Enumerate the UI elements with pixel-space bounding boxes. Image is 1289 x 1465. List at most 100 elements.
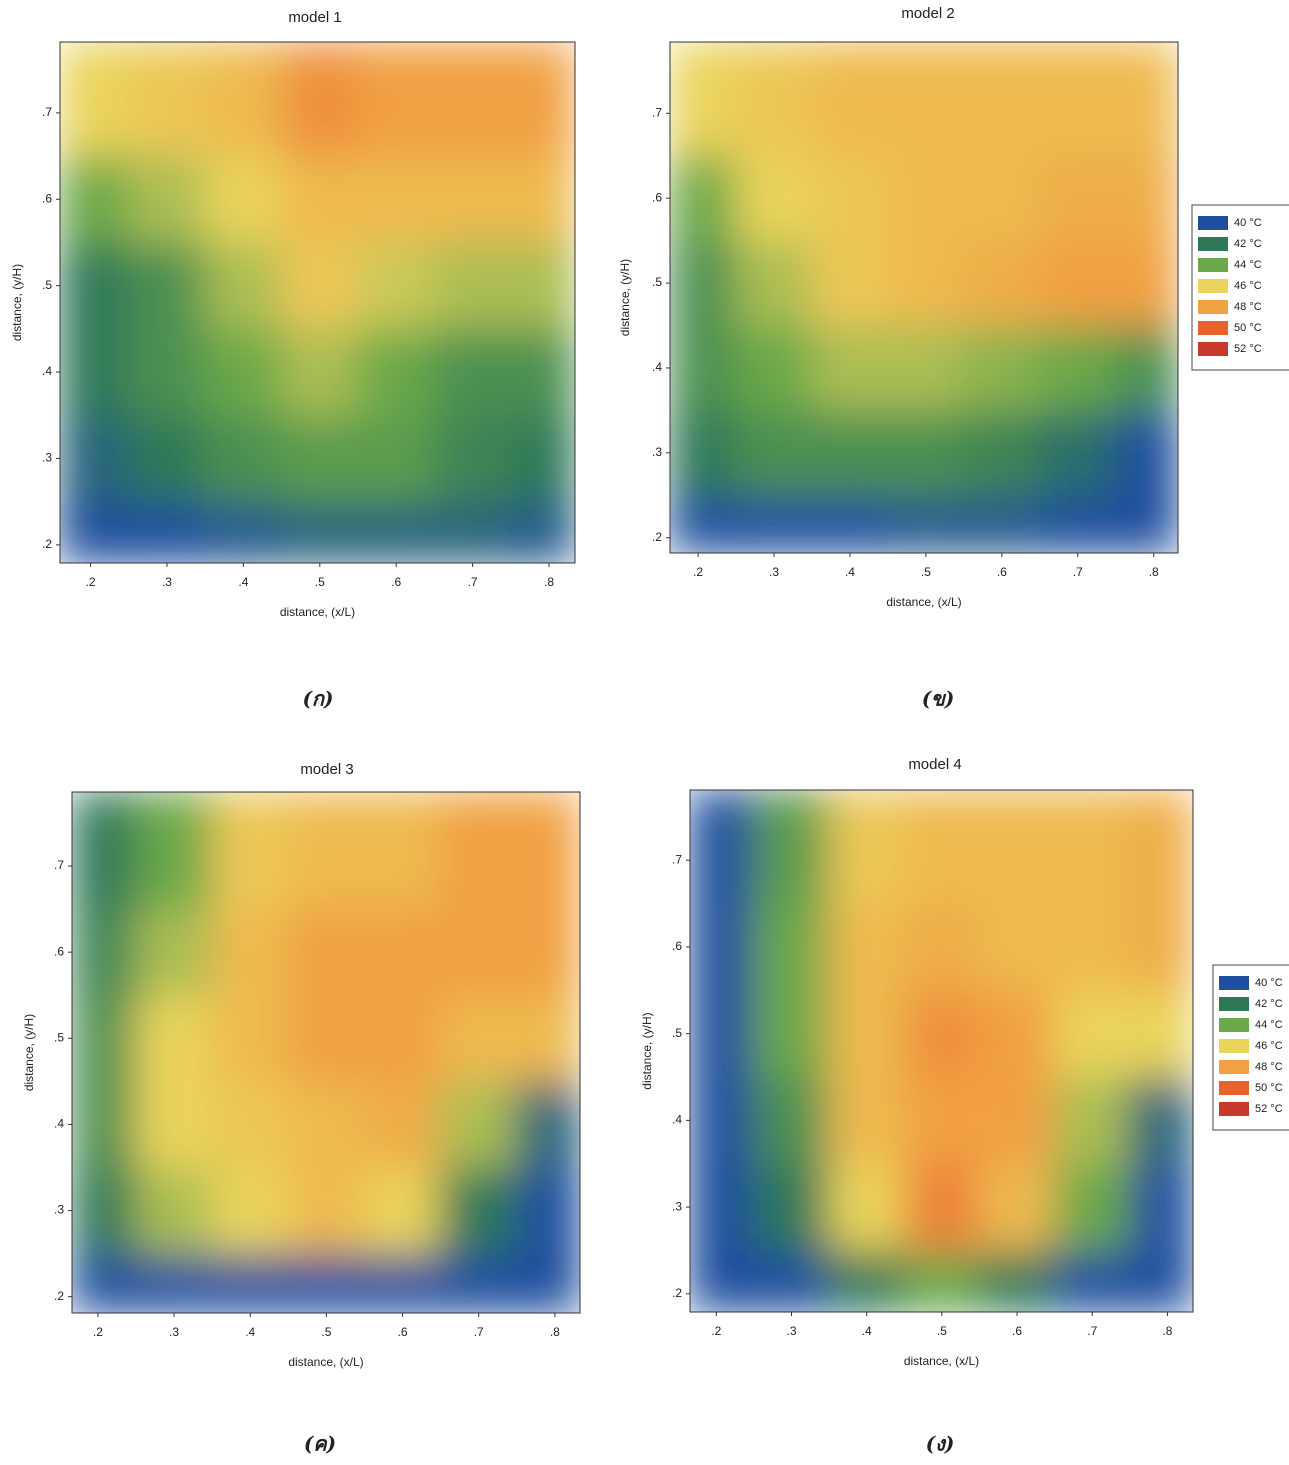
heat-cell (516, 1080, 581, 1168)
legend-label: 46 °C (1234, 280, 1262, 292)
heat-cell (433, 155, 511, 243)
y-tick-label: .3 (672, 1199, 682, 1213)
heat-cell (887, 155, 965, 242)
x-tick-label: .8 (1149, 565, 1159, 579)
heat-cell (135, 1253, 213, 1314)
heat-cell (128, 328, 206, 416)
x-tick-label: .3 (169, 1325, 179, 1339)
heat-cell (363, 1166, 441, 1254)
heat-cell (978, 1249, 1055, 1313)
heat-cell (440, 1253, 518, 1314)
y-tick-label: .6 (42, 191, 52, 205)
heat-cell (135, 908, 213, 996)
x-tick-label: .5 (315, 575, 325, 589)
x-tick-label: .8 (550, 1325, 560, 1339)
legend-swatch (1198, 342, 1228, 356)
heat-cell (357, 414, 435, 502)
heat-cell (1039, 494, 1117, 554)
heat-cell (1115, 155, 1179, 242)
x-tick-label: .3 (769, 565, 779, 579)
heat-cell (1039, 240, 1117, 327)
x-tick-label: .8 (544, 575, 554, 589)
legend-swatch (1219, 1039, 1249, 1053)
heat-cell (887, 41, 965, 157)
heat-cell (510, 241, 576, 329)
y-tick-label: .2 (652, 530, 662, 544)
legend-label: 50 °C (1234, 322, 1262, 334)
heat-cell (669, 240, 737, 327)
heat-cell (963, 41, 1041, 157)
heat-cell (128, 241, 206, 329)
y-tick-label: .5 (652, 275, 662, 289)
heat-cell (357, 41, 435, 157)
heat-cell (811, 409, 889, 496)
y-tick-label: .7 (672, 852, 682, 866)
heat-cell (516, 1253, 581, 1314)
y-tick-label: .6 (672, 939, 682, 953)
heat-cell (689, 789, 755, 905)
heat-cell (1115, 409, 1179, 496)
legend-swatch (1219, 976, 1249, 990)
heat-cell (963, 240, 1041, 327)
heat-cell (211, 908, 289, 996)
heat-cell (753, 903, 830, 992)
x-tick-label: .5 (321, 1325, 331, 1339)
heat-cell (903, 903, 980, 992)
heatmap (669, 41, 1179, 554)
heat-cell (887, 325, 965, 412)
heat-cell (669, 409, 737, 496)
x-tick-label: .5 (937, 1324, 947, 1338)
heat-cell (828, 1163, 905, 1252)
y-tick-label: .4 (42, 364, 52, 378)
heatmap (689, 789, 1194, 1313)
heatmap-cells (669, 41, 1179, 554)
heat-cell (1129, 903, 1194, 992)
heat-cell (204, 241, 282, 329)
x-tick-label: .4 (845, 565, 855, 579)
x-tick-label: .6 (1012, 1324, 1022, 1338)
legend-swatch (1198, 237, 1228, 251)
chart-title: model 4 (908, 756, 961, 773)
heat-cell (811, 494, 889, 554)
x-tick-label: .7 (474, 1325, 484, 1339)
heat-cell (1129, 1163, 1194, 1252)
heat-cell (828, 989, 905, 1078)
heat-cell (204, 41, 282, 157)
heat-cell (887, 409, 965, 496)
legend-label: 52 °C (1234, 343, 1262, 355)
heat-cell (1039, 409, 1117, 496)
heat-cell (735, 240, 813, 327)
heat-cell (433, 328, 511, 416)
heat-cell (669, 155, 737, 242)
heat-cell (903, 789, 980, 905)
legend-label: 48 °C (1234, 301, 1262, 313)
y-axis-label: distance, (y/H) (22, 1014, 36, 1091)
heat-cell (978, 789, 1055, 905)
x-axis-label: distance, (x/L) (288, 1355, 363, 1369)
heat-cell (287, 1253, 365, 1314)
y-tick-label: .7 (54, 858, 64, 872)
heat-cell (516, 791, 581, 910)
chart-title: model 2 (901, 5, 954, 22)
x-tick-label: .3 (786, 1324, 796, 1338)
y-tick-label: .2 (54, 1289, 64, 1303)
heat-cell (363, 994, 441, 1082)
caption: (ข) (922, 687, 955, 711)
x-tick-label: .3 (162, 575, 172, 589)
heat-cell (689, 903, 755, 992)
caption: (ค) (304, 1432, 336, 1456)
y-tick-label: .7 (652, 105, 662, 119)
y-tick-label: .4 (54, 1117, 64, 1131)
heat-cell (1054, 1163, 1131, 1252)
heat-cell (669, 325, 737, 412)
heat-cell (211, 994, 289, 1082)
heat-cell (811, 240, 889, 327)
heat-cell (963, 325, 1041, 412)
legend-label: 52 °C (1255, 1103, 1283, 1115)
x-tick-label: .4 (862, 1324, 872, 1338)
y-tick-label: .5 (54, 1030, 64, 1044)
heat-cell (433, 241, 511, 329)
x-tick-label: .2 (711, 1324, 721, 1338)
heat-cell (287, 1080, 365, 1168)
heatmap (59, 41, 576, 564)
